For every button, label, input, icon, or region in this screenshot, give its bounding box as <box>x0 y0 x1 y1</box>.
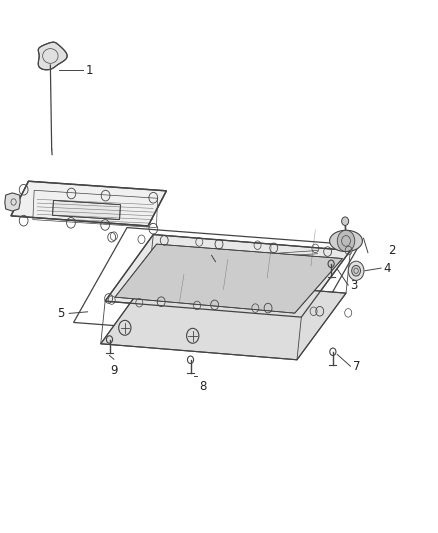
Text: 11: 11 <box>208 335 222 345</box>
Polygon shape <box>101 277 346 360</box>
Polygon shape <box>11 181 166 226</box>
Circle shape <box>352 265 360 276</box>
Text: 1: 1 <box>85 64 93 77</box>
Text: 2: 2 <box>388 244 395 257</box>
Text: 10: 10 <box>111 337 125 347</box>
Polygon shape <box>53 200 120 220</box>
Polygon shape <box>115 244 343 313</box>
Text: 8: 8 <box>199 380 207 393</box>
Text: 9: 9 <box>110 364 118 376</box>
Circle shape <box>348 261 364 280</box>
Text: 5: 5 <box>57 307 65 320</box>
Circle shape <box>342 217 349 225</box>
Text: 7: 7 <box>353 360 360 373</box>
Polygon shape <box>105 235 350 317</box>
Circle shape <box>337 230 355 252</box>
Polygon shape <box>215 252 324 277</box>
Text: 4: 4 <box>383 262 391 274</box>
Text: 6: 6 <box>200 249 207 262</box>
Polygon shape <box>5 193 20 211</box>
Polygon shape <box>38 42 67 70</box>
Text: 3: 3 <box>350 279 358 292</box>
Ellipse shape <box>330 230 363 252</box>
